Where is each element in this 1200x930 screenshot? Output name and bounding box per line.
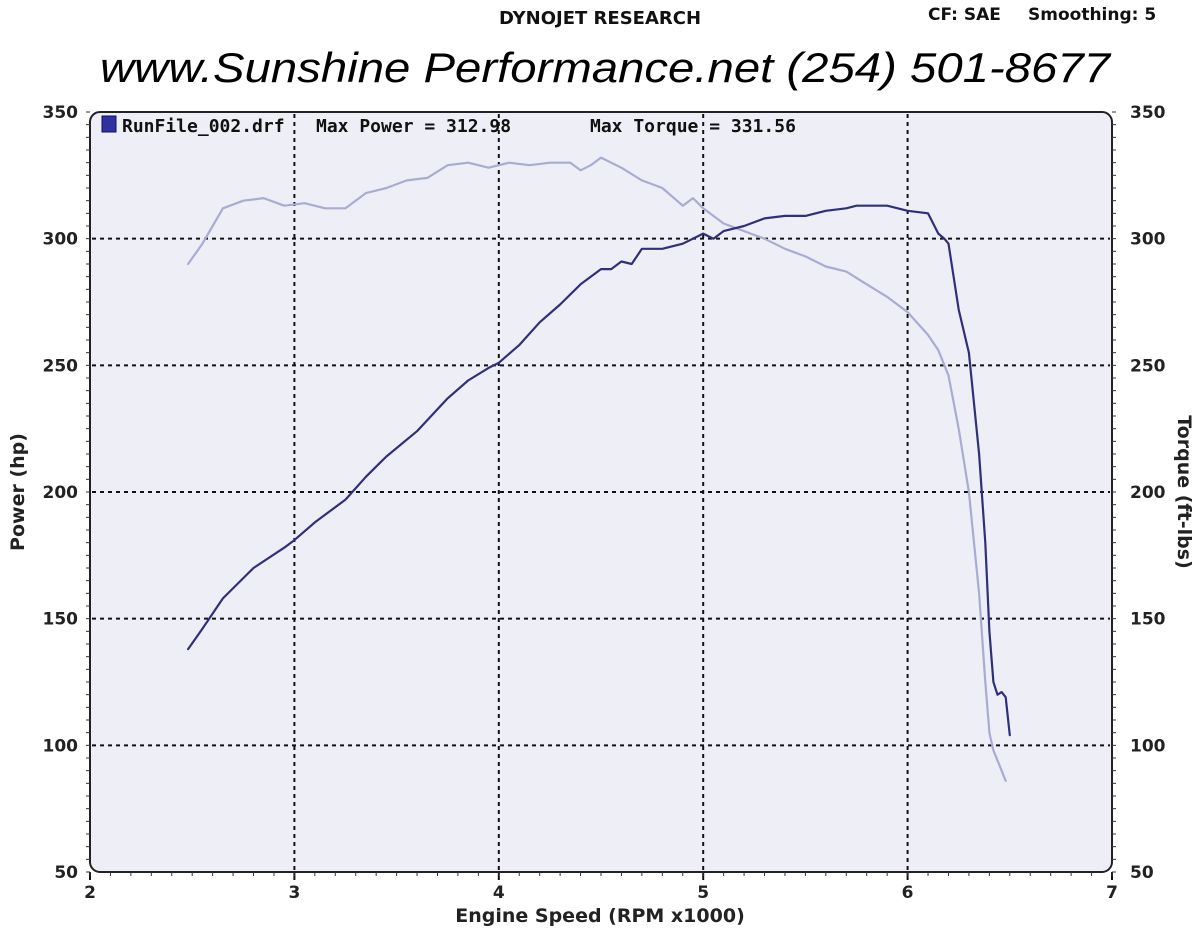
y-right-tick-label-150: 150 bbox=[1130, 610, 1166, 630]
website-banner: www.Sunshine Performance.net (254) 501-8… bbox=[100, 44, 1112, 91]
y-axis-right-title: Torque (ft-lbs) bbox=[1173, 415, 1195, 569]
legend-max-power: Max Power = 312.98 bbox=[316, 116, 511, 137]
y-right-tick-label-300: 300 bbox=[1130, 230, 1166, 250]
torque-curve bbox=[187, 156, 1007, 782]
x-tick-label-2: 2 bbox=[84, 883, 96, 903]
y-right-tick-label-250: 250 bbox=[1130, 356, 1166, 376]
y-left-tick-label-350: 350 bbox=[43, 103, 79, 123]
tick-labels: 2 3 4 5 6 7 50 50 100 100 150 150 200 200 250 250 300 300… bbox=[43, 103, 1166, 903]
legend-run-label: RunFile_002.drf bbox=[122, 116, 285, 137]
power-curve bbox=[187, 204, 1011, 737]
x-tick-label-5: 5 bbox=[697, 883, 709, 903]
y-right-tick-label-100: 100 bbox=[1130, 736, 1166, 756]
y-axis-left-title: Power (hp) bbox=[7, 433, 29, 551]
legend-swatch bbox=[101, 115, 117, 133]
y-left-tick-label-150: 150 bbox=[43, 610, 79, 630]
x-tick-label-7: 7 bbox=[1106, 883, 1118, 903]
y-right-tick-label-350: 350 bbox=[1130, 103, 1166, 123]
y-left-tick-label-200: 200 bbox=[43, 483, 79, 503]
x-axis-title: Engine Speed (RPM x1000) bbox=[455, 905, 745, 927]
company-title: DYNOJET RESEARCH bbox=[499, 8, 701, 29]
y-right-tick-label-50: 50 bbox=[1130, 863, 1154, 883]
x-tick-label-6: 6 bbox=[902, 883, 914, 903]
grid-lines bbox=[92, 114, 1110, 870]
series-layer bbox=[187, 156, 1011, 782]
y-left-tick-label-100: 100 bbox=[43, 736, 79, 756]
tick-marks bbox=[86, 111, 1116, 880]
legend-max-torque: Max Torque = 331.56 bbox=[590, 116, 796, 137]
y-left-tick-label-50: 50 bbox=[54, 863, 78, 883]
y-right-tick-label-200: 200 bbox=[1130, 483, 1166, 503]
y-left-tick-label-300: 300 bbox=[43, 230, 79, 250]
cf-label: CF: SAE bbox=[928, 5, 1001, 25]
x-tick-label-3: 3 bbox=[288, 883, 300, 903]
smoothing-label: Smoothing: 5 bbox=[1028, 5, 1156, 25]
y-left-tick-label-250: 250 bbox=[43, 356, 79, 376]
x-tick-label-4: 4 bbox=[493, 883, 505, 903]
